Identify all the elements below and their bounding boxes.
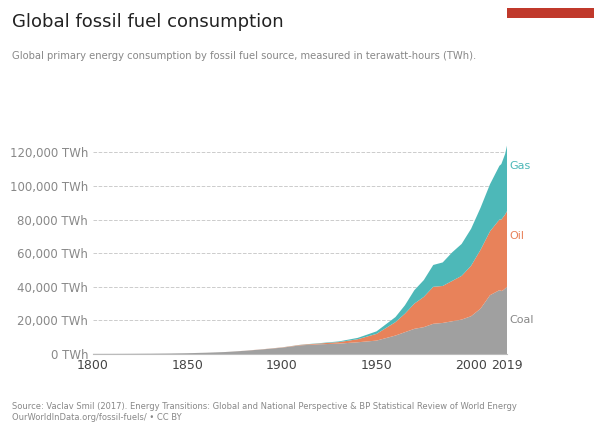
Bar [507, 8, 594, 18]
Text: Global primary energy consumption by fossil fuel source, measured in terawatt-ho: Global primary energy consumption by fos… [12, 51, 476, 61]
Text: Our World: Our World [529, 25, 572, 33]
Text: Source: Vaclav Smil (2017). Energy Transitions: Global and National Perspective : Source: Vaclav Smil (2017). Energy Trans… [12, 402, 517, 422]
Text: Oil: Oil [510, 232, 525, 241]
Text: Coal: Coal [510, 315, 535, 326]
Text: in Data: in Data [535, 38, 566, 47]
Text: Gas: Gas [510, 161, 531, 171]
Text: Global fossil fuel consumption: Global fossil fuel consumption [12, 13, 284, 31]
